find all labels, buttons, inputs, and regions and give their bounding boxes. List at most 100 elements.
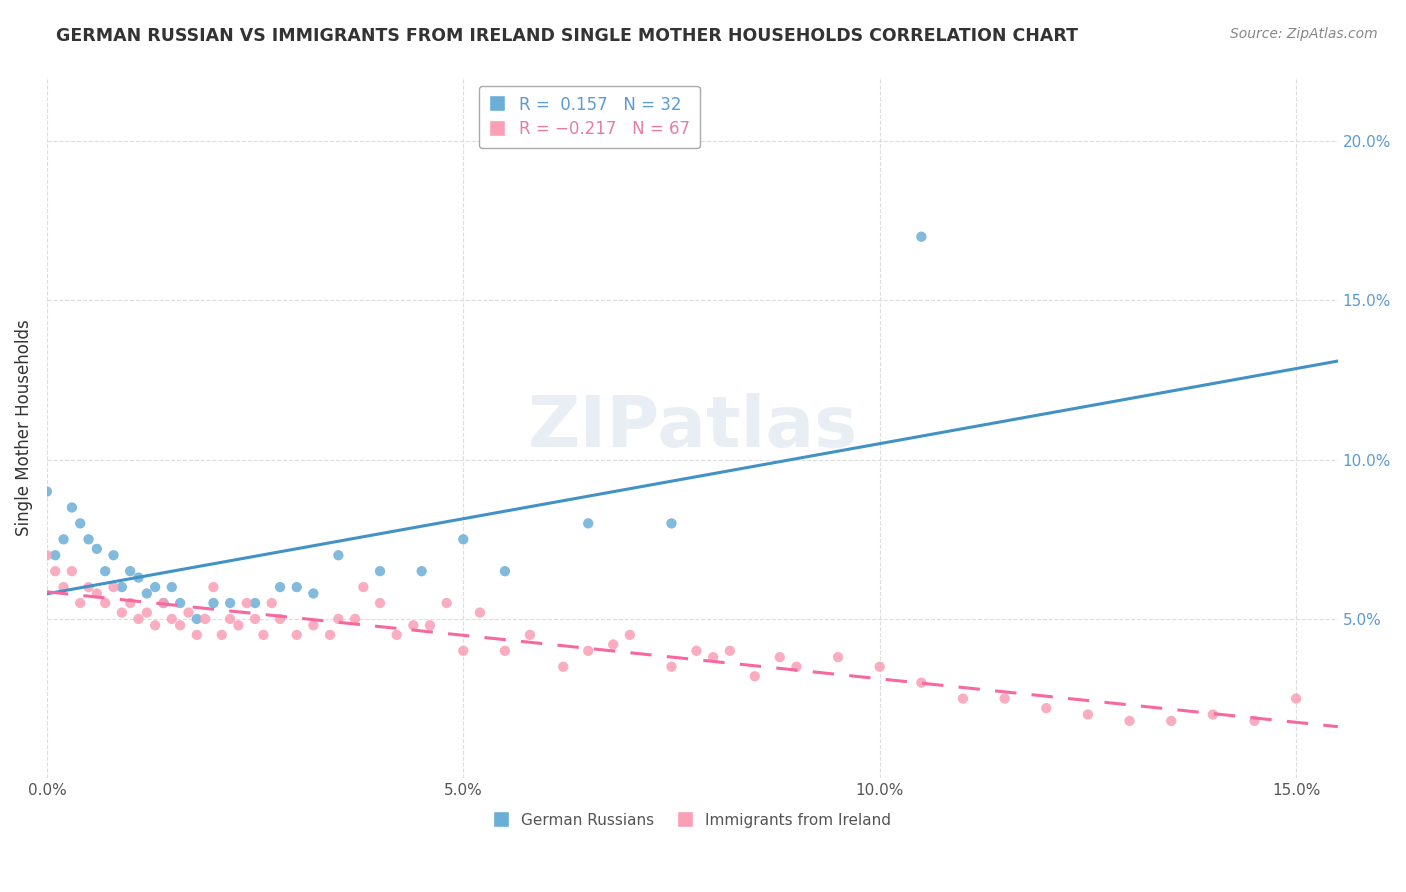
Point bbox=[219, 612, 242, 626]
Point bbox=[576, 516, 599, 531]
Point bbox=[202, 580, 225, 594]
Point bbox=[169, 618, 191, 632]
Point bbox=[827, 650, 849, 665]
Point bbox=[252, 628, 274, 642]
Point bbox=[952, 691, 974, 706]
Point bbox=[910, 675, 932, 690]
Point bbox=[1285, 691, 1308, 706]
Point bbox=[160, 580, 183, 594]
Point bbox=[468, 606, 491, 620]
Point bbox=[1160, 714, 1182, 728]
Point bbox=[436, 596, 458, 610]
Point bbox=[143, 580, 166, 594]
Point bbox=[52, 580, 75, 594]
Point bbox=[661, 516, 683, 531]
Point bbox=[285, 628, 308, 642]
Point bbox=[910, 229, 932, 244]
Point bbox=[285, 580, 308, 594]
Point bbox=[186, 612, 208, 626]
Point bbox=[194, 612, 217, 626]
Point bbox=[111, 606, 134, 620]
Point bbox=[169, 596, 191, 610]
Point bbox=[269, 612, 291, 626]
Point bbox=[519, 628, 541, 642]
Point bbox=[328, 548, 350, 562]
Point bbox=[143, 618, 166, 632]
Text: ZIPatlas: ZIPatlas bbox=[527, 393, 858, 462]
Point bbox=[44, 548, 66, 562]
Point bbox=[744, 669, 766, 683]
Point bbox=[35, 548, 58, 562]
Point bbox=[319, 628, 342, 642]
Point bbox=[1118, 714, 1140, 728]
Legend: German Russians, Immigrants from Ireland: German Russians, Immigrants from Ireland bbox=[488, 806, 897, 834]
Point bbox=[402, 618, 425, 632]
Point bbox=[69, 516, 91, 531]
Point bbox=[128, 570, 150, 584]
Point bbox=[494, 564, 516, 578]
Point bbox=[60, 564, 83, 578]
Point bbox=[77, 580, 100, 594]
Point bbox=[419, 618, 441, 632]
Y-axis label: Single Mother Households: Single Mother Households bbox=[15, 319, 32, 536]
Point bbox=[718, 644, 741, 658]
Point bbox=[228, 618, 250, 632]
Point bbox=[103, 548, 125, 562]
Point bbox=[602, 637, 624, 651]
Point bbox=[35, 484, 58, 499]
Point bbox=[177, 606, 200, 620]
Point bbox=[453, 533, 475, 547]
Point bbox=[352, 580, 374, 594]
Point bbox=[385, 628, 408, 642]
Point bbox=[86, 586, 108, 600]
Point bbox=[111, 580, 134, 594]
Point bbox=[94, 596, 117, 610]
Point bbox=[186, 628, 208, 642]
Point bbox=[328, 612, 350, 626]
Point bbox=[1243, 714, 1265, 728]
Text: GERMAN RUSSIAN VS IMMIGRANTS FROM IRELAND SINGLE MOTHER HOUSEHOLDS CORRELATION C: GERMAN RUSSIAN VS IMMIGRANTS FROM IRELAN… bbox=[56, 27, 1078, 45]
Point bbox=[202, 596, 225, 610]
Point bbox=[1035, 701, 1057, 715]
Point bbox=[453, 644, 475, 658]
Point bbox=[494, 644, 516, 658]
Point bbox=[86, 541, 108, 556]
Point bbox=[1202, 707, 1225, 722]
Point bbox=[411, 564, 433, 578]
Point bbox=[619, 628, 641, 642]
Point bbox=[368, 596, 391, 610]
Point bbox=[243, 612, 266, 626]
Point bbox=[302, 618, 325, 632]
Point bbox=[211, 628, 233, 642]
Point bbox=[120, 596, 142, 610]
Point bbox=[128, 612, 150, 626]
Point bbox=[219, 596, 242, 610]
Point bbox=[994, 691, 1017, 706]
Point bbox=[60, 500, 83, 515]
Point bbox=[243, 596, 266, 610]
Point bbox=[120, 564, 142, 578]
Point bbox=[135, 606, 157, 620]
Point bbox=[869, 659, 891, 673]
Point bbox=[260, 596, 283, 610]
Point bbox=[77, 533, 100, 547]
Point bbox=[69, 596, 91, 610]
Point bbox=[94, 564, 117, 578]
Point bbox=[152, 596, 174, 610]
Point bbox=[576, 644, 599, 658]
Point bbox=[160, 612, 183, 626]
Text: Source: ZipAtlas.com: Source: ZipAtlas.com bbox=[1230, 27, 1378, 41]
Point bbox=[661, 659, 683, 673]
Point bbox=[685, 644, 707, 658]
Point bbox=[702, 650, 724, 665]
Point bbox=[368, 564, 391, 578]
Point bbox=[769, 650, 792, 665]
Point bbox=[553, 659, 575, 673]
Point bbox=[103, 580, 125, 594]
Point bbox=[269, 580, 291, 594]
Point bbox=[1077, 707, 1099, 722]
Point bbox=[302, 586, 325, 600]
Point bbox=[344, 612, 367, 626]
Point bbox=[44, 564, 66, 578]
Point bbox=[152, 596, 174, 610]
